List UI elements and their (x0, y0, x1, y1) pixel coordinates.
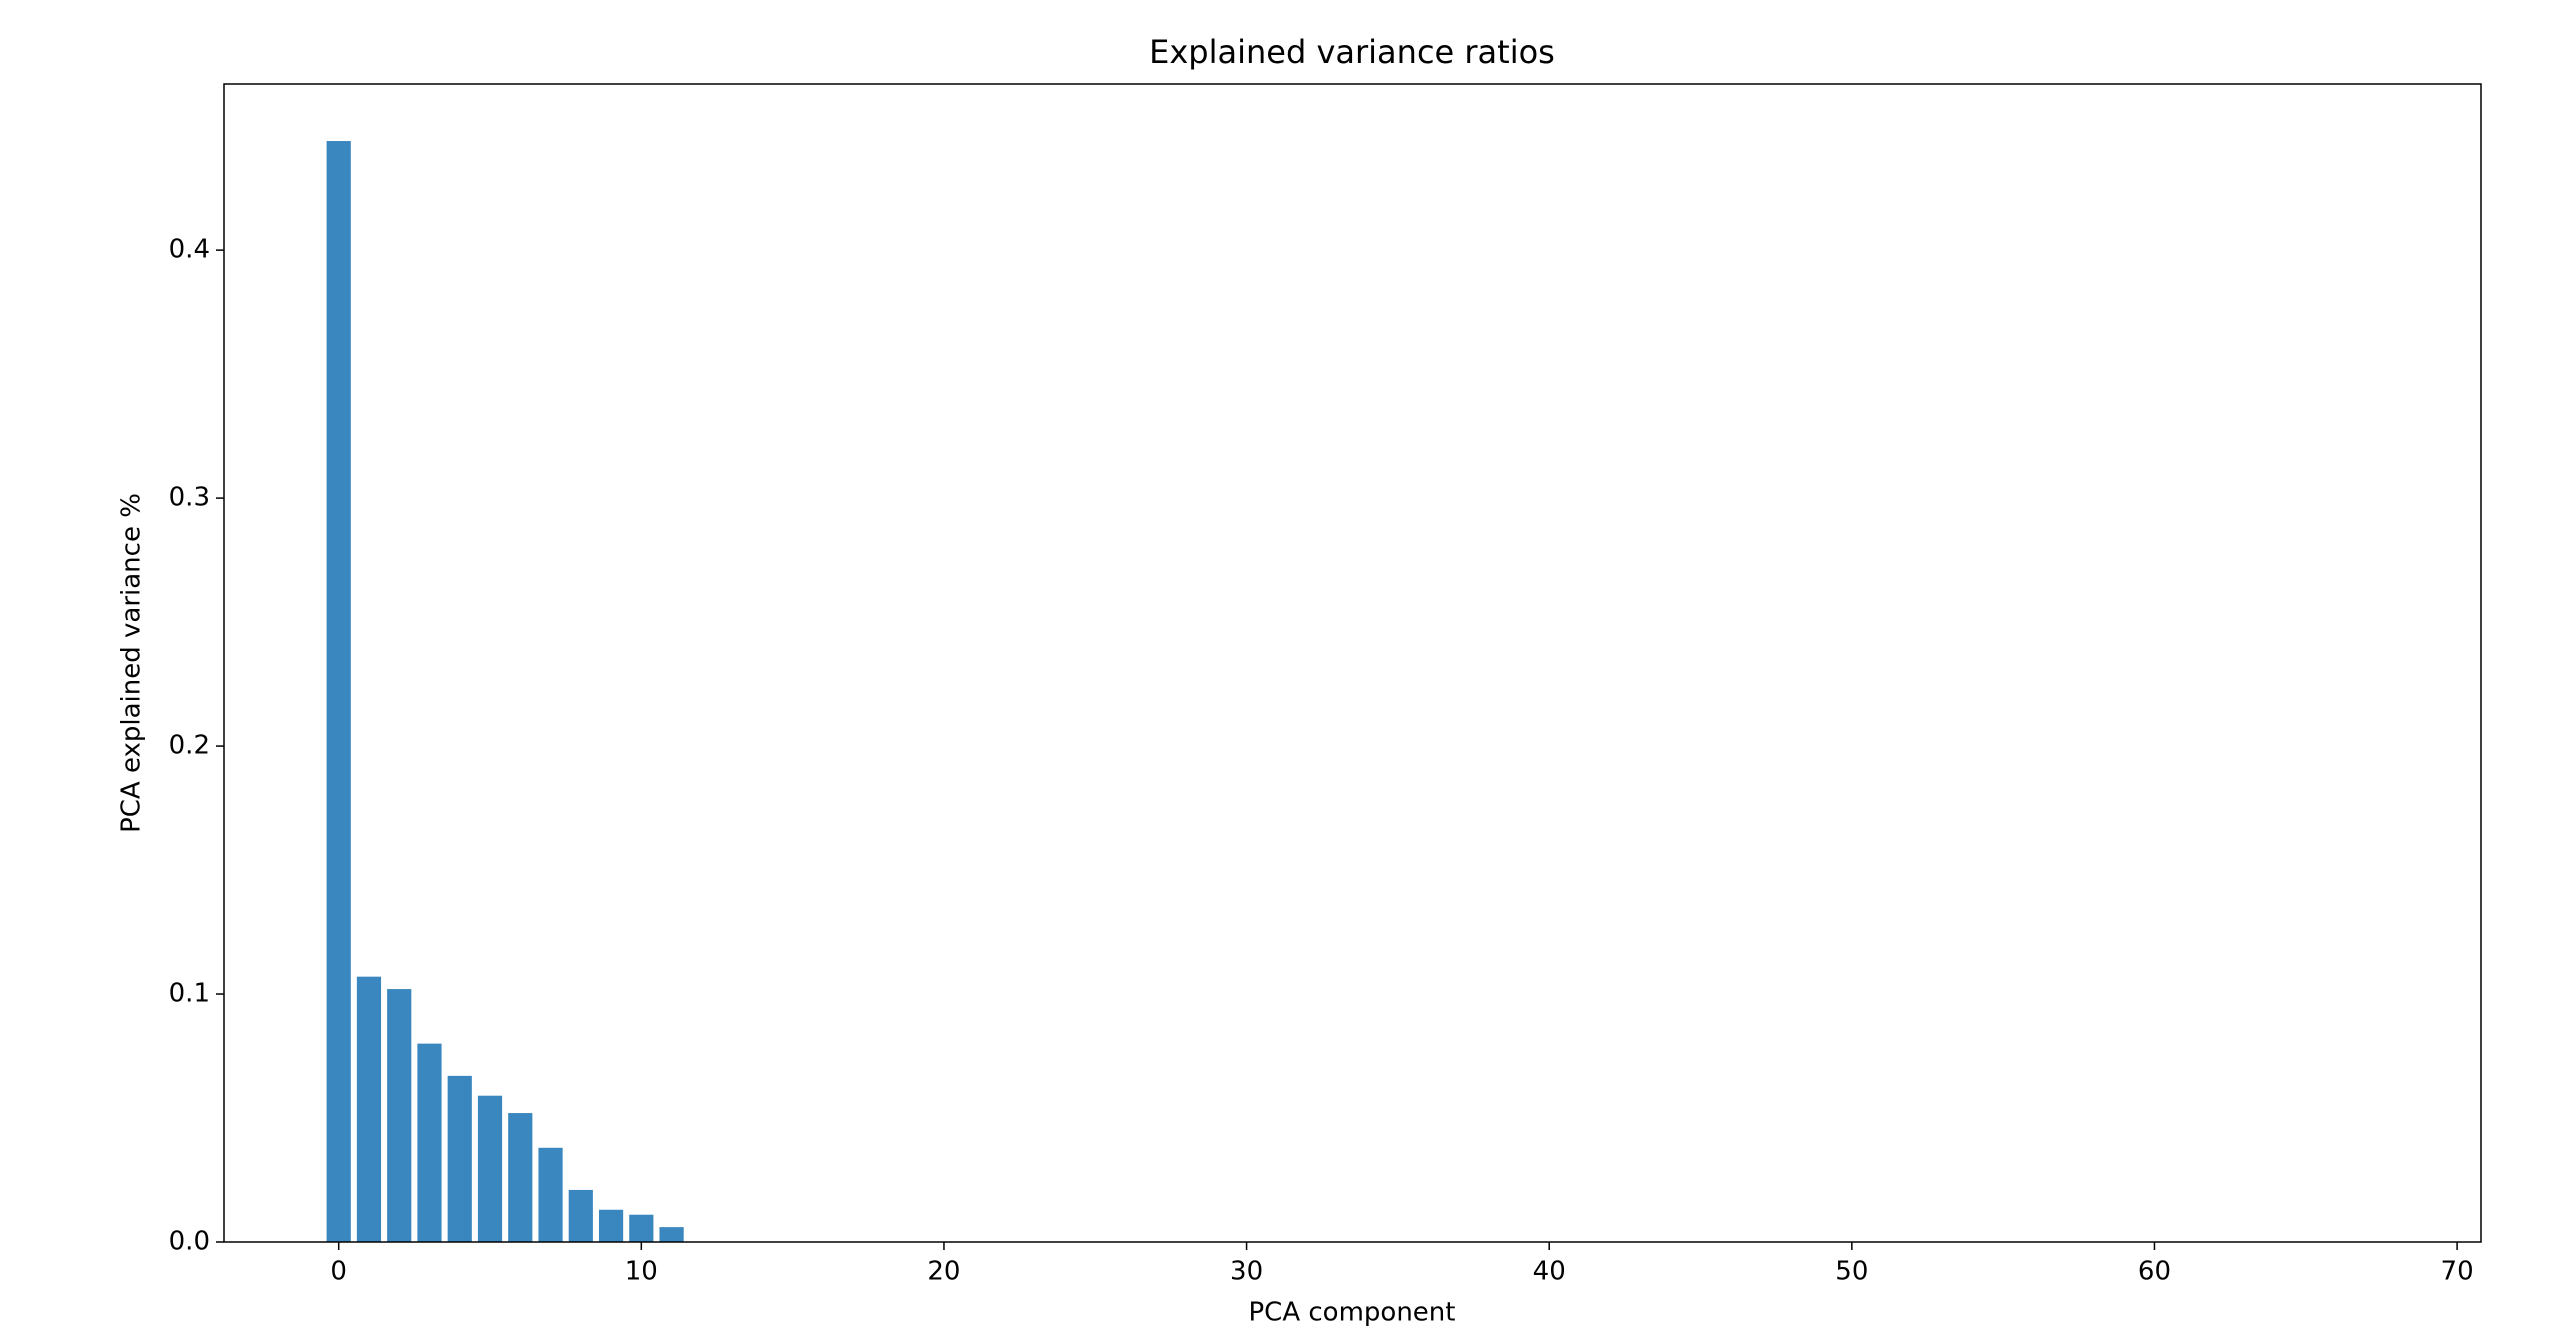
bar (387, 989, 412, 1242)
bar (629, 1214, 654, 1242)
chart-title: Explained variance ratios (1149, 33, 1555, 71)
x-tick-label: 50 (1835, 1257, 1868, 1287)
x-tick-label: 70 (2441, 1257, 2474, 1287)
x-tick-label: 40 (1533, 1257, 1566, 1287)
y-axis-label: PCA explained variance % (117, 493, 147, 833)
x-tick-label: 20 (927, 1257, 960, 1287)
bar (447, 1075, 472, 1242)
x-tick-label: 30 (1230, 1257, 1263, 1287)
y-tick-label: 0.4 (169, 235, 210, 265)
y-tick-label: 0.3 (169, 483, 210, 513)
y-tick-label: 0.1 (169, 979, 210, 1009)
bar (417, 1043, 442, 1242)
bar (477, 1095, 503, 1242)
bar (659, 1227, 684, 1242)
bar (356, 976, 382, 1242)
plot-frame (223, 83, 2482, 1243)
bar (508, 1113, 533, 1242)
bar (326, 141, 351, 1243)
y-tick-label: 0.2 (169, 731, 210, 761)
x-tick-label: 10 (625, 1257, 658, 1287)
bar (598, 1209, 624, 1242)
bar (538, 1147, 563, 1242)
y-tick-label: 0.0 (169, 1227, 210, 1257)
x-tick-label: 0 (330, 1257, 347, 1287)
x-tick-label: 60 (2138, 1257, 2171, 1287)
x-axis-label: PCA component (1249, 1298, 1456, 1328)
bar (568, 1189, 593, 1242)
